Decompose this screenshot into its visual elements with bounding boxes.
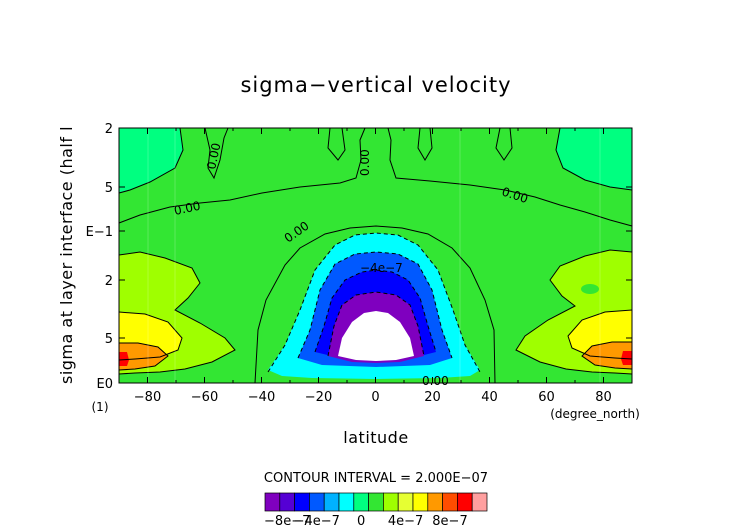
contour-fill-right-red — [621, 351, 632, 365]
x-axis: −80 −60 −40 −20 0 20 40 60 80 — [118, 128, 633, 405]
colorbar-swatch — [457, 492, 473, 512]
x-tick-label: 80 — [595, 390, 612, 405]
colorbar-swatch — [442, 492, 458, 512]
x-tick-label: 40 — [481, 390, 498, 405]
colorbar-swatch — [294, 492, 310, 512]
plot-grid — [147, 128, 601, 383]
contour-fill-right-orange — [582, 342, 632, 369]
x-tick-label: −40 — [248, 390, 275, 405]
contour-fill-core — [338, 311, 414, 361]
y-axis-label: sigma at layer interface (half l — [57, 126, 76, 384]
colorbar-tick-label: −8e−7 — [264, 514, 310, 529]
chart-title: sigma−vertical velocity — [240, 73, 511, 97]
y-tick-label: 5 — [105, 181, 113, 196]
x-axis-unit: (degree_north) — [550, 407, 640, 421]
zero-line-tr — [555, 127, 633, 191]
colorbar-tick-label: 4e−7 — [388, 514, 423, 529]
x-tick-label: −60 — [191, 390, 218, 405]
y-tick-label: E0 — [97, 377, 114, 392]
contour-lines — [118, 127, 633, 384]
colorbar-swatch — [353, 492, 369, 512]
y-corner-label: (1) — [92, 400, 109, 414]
y-tick-label: 2 — [105, 122, 113, 137]
pos-line-right-3 — [581, 341, 633, 370]
colorbar-swatch — [368, 492, 384, 512]
colorbar-swatch — [323, 492, 340, 512]
zero-line-lobe — [254, 225, 496, 384]
contour-fills — [119, 128, 632, 379]
colorbar-tick-label: −4e−7 — [294, 514, 340, 529]
contour-fill-left-red — [119, 352, 129, 366]
contour-interval: CONTOUR INTERVAL = 2.000E−07 — [264, 471, 488, 486]
contour-label: 0.00 — [204, 142, 223, 171]
pos-line-left-2 — [118, 311, 183, 361]
colorbar-swatch — [279, 492, 295, 512]
zero-line-col3 — [417, 127, 433, 161]
neg-line-3 — [314, 269, 437, 353]
zero-line-tl — [118, 127, 184, 194]
contour-fill-island — [581, 284, 599, 294]
colorbar-swatch — [309, 492, 325, 512]
x-tick-label: 0 — [371, 390, 379, 405]
x-tick-label: −20 — [305, 390, 332, 405]
zero-line-col2 — [327, 127, 346, 161]
negative-contour-lines — [267, 232, 481, 373]
x-tick-label: 20 — [424, 390, 441, 405]
colorbar-swatch — [397, 492, 414, 512]
contour-label: 0.00 — [358, 149, 372, 176]
colorbar: −8e−7−4e−7 0 4e−7 8e−7 — [264, 492, 488, 529]
contour-fill-left-orange — [119, 343, 168, 370]
x-tick-label: 60 — [538, 390, 555, 405]
x-tick-label: −80 — [134, 390, 161, 405]
y-tick-label: 5 — [105, 332, 113, 347]
zero-line-upper-right — [387, 127, 633, 227]
positive-contour-lines — [118, 249, 633, 375]
y-tick-label: 2 — [105, 274, 113, 289]
pos-line-right-2 — [567, 309, 633, 360]
contour-label: 0.00 — [173, 199, 202, 218]
colorbar-tick-label: 8e−7 — [432, 514, 467, 529]
y-axis: 2 5 E−1 2 5 E0 — [86, 122, 632, 392]
colorbar-swatch — [264, 492, 281, 512]
neg-line-4 — [327, 291, 425, 357]
colorbar-swatch — [338, 492, 355, 512]
contour-fill-upperleft — [119, 128, 183, 193]
zero-line-col4 — [495, 127, 513, 161]
colorbar-swatch — [412, 492, 429, 512]
plot-area: 0.00 0.00 0.00 0.00 0.00 −4e−7 0.00 — [118, 127, 633, 388]
y-tick-label: E−1 — [86, 225, 113, 240]
zero-line-col1 — [204, 127, 229, 180]
colorbar-swatch — [471, 492, 488, 512]
colorbar-swatch — [427, 492, 443, 512]
contour-label: −4e−7 — [360, 261, 403, 275]
x-axis-label: latitude — [343, 428, 408, 447]
neg-line-2 — [297, 251, 453, 359]
pos-line-left-1 — [118, 251, 236, 375]
pos-line-right-1 — [515, 249, 633, 375]
colorbar-tick-label: 0 — [357, 514, 365, 529]
contour-label: 0.00 — [422, 374, 449, 388]
pos-line-left-3 — [118, 342, 169, 371]
colorbar-swatch — [383, 492, 399, 512]
zero-line-upper-left — [118, 127, 366, 224]
